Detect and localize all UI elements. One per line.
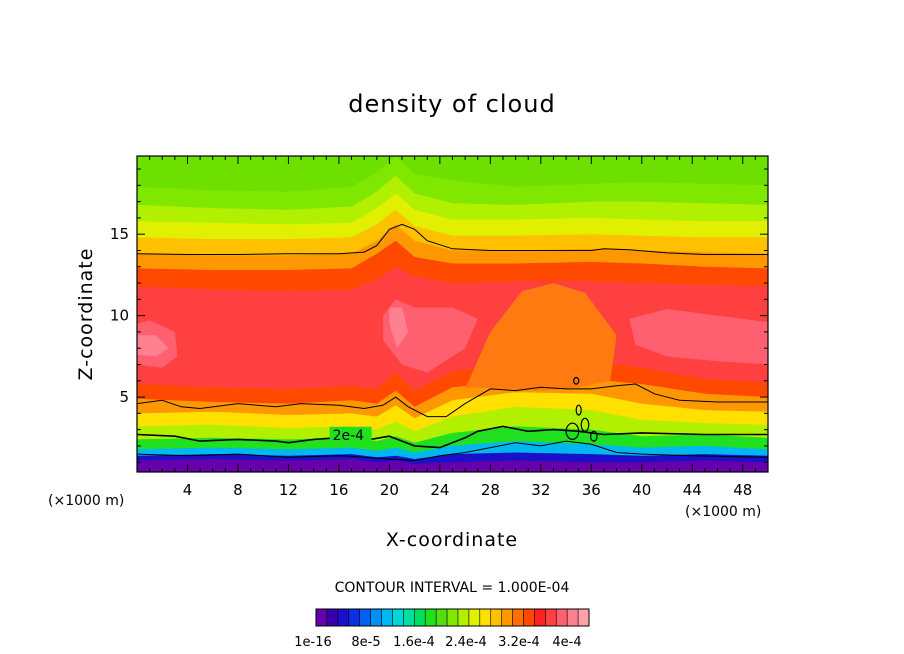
colorbar-swatch xyxy=(315,608,328,627)
colorbar-swatch xyxy=(370,608,383,627)
x-tick-label: 36 xyxy=(582,481,601,499)
colorbar-swatch xyxy=(446,608,459,627)
contour-blob xyxy=(575,404,582,416)
colorbar xyxy=(315,608,590,627)
x-axis-ticks: 4 8 12 16 20 24 28 32 36 40 44 48 xyxy=(149,156,756,499)
contour-blob xyxy=(589,430,598,442)
core-region xyxy=(389,307,409,349)
field-level-band-low xyxy=(137,459,768,472)
core-region xyxy=(629,309,768,365)
colorbar-label: 8e-5 xyxy=(351,635,380,650)
contour-line-2e-4 xyxy=(137,425,768,449)
x-tick-label: 8 xyxy=(233,481,243,499)
x-unit-right: (×1000 m) xyxy=(685,504,761,520)
colorbar-swatch xyxy=(523,608,535,627)
colorbar-label: 4e-4 xyxy=(552,635,581,650)
contour-label: 2e-4 xyxy=(333,428,365,444)
colorbar-swatch xyxy=(468,608,481,627)
y-tick-label: 15 xyxy=(110,225,129,243)
colorbar-swatch xyxy=(555,608,568,627)
colorbar-swatch xyxy=(413,608,426,627)
colorbar-frame xyxy=(315,608,590,627)
colorbar-swatch xyxy=(490,608,503,627)
colorbar-swatch xyxy=(501,608,514,627)
contour-blob xyxy=(565,422,580,440)
contour-lines xyxy=(137,223,768,462)
plot-area xyxy=(137,156,768,472)
chart-title: density of cloud xyxy=(348,90,555,118)
x-tick-label: 32 xyxy=(531,481,550,499)
colorbar-label: 3.2e-4 xyxy=(498,635,540,650)
contour-interval: CONTOUR INTERVAL = 1.000E-04 xyxy=(335,580,570,596)
colorbar-label: 2.4e-4 xyxy=(445,635,487,650)
contour-line-lower xyxy=(137,440,768,462)
colorbar-swatch xyxy=(392,608,404,627)
y-tick-label: 5 xyxy=(119,388,129,406)
contour-blob xyxy=(580,417,590,432)
colorbar-swatch xyxy=(403,608,415,627)
x-tick-label: 40 xyxy=(632,481,651,499)
y-axis-ticks: 5 10 15 xyxy=(110,168,768,463)
x-tick-label: 20 xyxy=(380,481,399,499)
contour-label-bg xyxy=(329,426,372,442)
colorbar-label: 1.6e-4 xyxy=(393,635,435,650)
colorbar-swatch xyxy=(348,608,361,627)
x-tick-label: 44 xyxy=(683,481,702,499)
x-tick-label: 24 xyxy=(430,481,449,499)
contour-blob xyxy=(573,376,580,385)
y-axis-label: Z-coordinate xyxy=(75,248,97,381)
core-region xyxy=(137,335,169,357)
colorbar-swatch xyxy=(359,608,372,627)
colorbar-swatch xyxy=(512,608,524,627)
colorbar-labels: 1e-16 8e-5 1.6e-4 2.4e-4 3.2e-4 4e-4 xyxy=(294,635,581,650)
core-region xyxy=(383,299,478,373)
core-regions xyxy=(137,283,768,391)
x-axis-label: X-coordinate xyxy=(386,529,518,551)
colorbar-swatch xyxy=(337,608,350,627)
colorbar-swatch xyxy=(577,608,590,627)
colorbar-swatch xyxy=(534,608,546,627)
x-tick-label: 28 xyxy=(481,481,500,499)
updraft-region xyxy=(465,283,617,391)
contour-line-upper xyxy=(137,223,768,255)
x-tick-label: 16 xyxy=(329,481,348,499)
colorbar-swatch xyxy=(566,608,579,627)
contour-line-middle xyxy=(137,383,768,418)
field-levels xyxy=(137,156,768,472)
colorbar-swatch xyxy=(381,608,393,627)
colorbar-swatch xyxy=(435,608,448,627)
colorbar-swatch xyxy=(457,608,470,627)
x-tick-label: 48 xyxy=(733,481,752,499)
x-unit-left: (×1000 m) xyxy=(48,493,124,509)
colorbar-swatch xyxy=(545,608,557,627)
colorbar-label: 1e-16 xyxy=(294,635,332,650)
y-tick-label: 10 xyxy=(110,307,129,325)
x-tick-label: 12 xyxy=(279,481,298,499)
colorbar-swatch xyxy=(326,608,339,627)
x-tick-label: 4 xyxy=(183,481,193,499)
colorbar-swatch xyxy=(479,608,492,627)
colorbar-swatch xyxy=(424,608,437,627)
